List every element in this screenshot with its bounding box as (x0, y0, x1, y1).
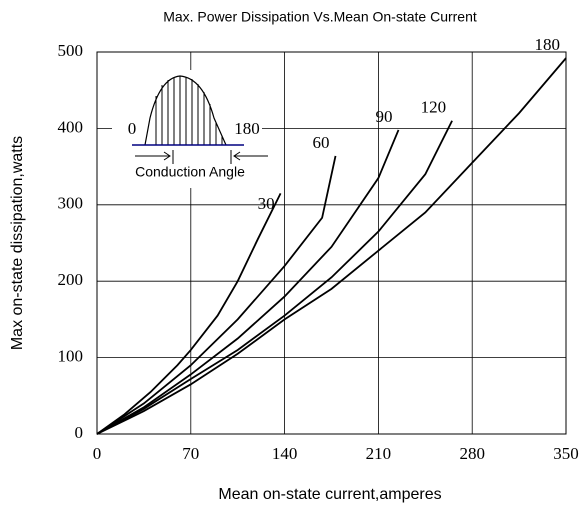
series-line (96, 120, 453, 435)
inset-diagram: 0 180 Conduction Angle (112, 70, 268, 188)
series-line (96, 57, 567, 435)
y-tick-label: 200 (58, 270, 84, 289)
x-axis-label: Mean on-state current,amperes (218, 486, 441, 503)
x-tick-label: 280 (459, 444, 485, 463)
inset-hatching (155, 76, 223, 145)
y-tick-label: 300 (58, 194, 84, 213)
x-tick-label: 350 (553, 444, 579, 463)
series-line (96, 129, 400, 435)
series-label: 60 (313, 133, 330, 152)
y-axis-label: Max on-state dissipation,watts (9, 136, 26, 350)
y-tick-label: 100 (58, 347, 84, 366)
chart-title: Max. Power Dissipation Vs.Mean On-state … (163, 9, 477, 25)
inset-label: 0 (128, 119, 137, 138)
inset-caption: Conduction Angle (135, 164, 245, 180)
inset-label: 180 (234, 119, 260, 138)
inset-arrow (135, 151, 171, 161)
series-label: 90 (376, 107, 393, 126)
series-label: 180 (535, 35, 561, 54)
inset-arrow (233, 151, 268, 161)
series-line (96, 155, 337, 435)
x-tick-label: 210 (366, 444, 392, 463)
series-line (96, 192, 282, 435)
y-tick-label: 400 (58, 117, 84, 136)
x-tick-label: 70 (182, 444, 199, 463)
series-label: 30 (258, 194, 275, 213)
y-tick-label: 500 (58, 41, 84, 60)
plot-frame (96, 51, 567, 435)
x-tick-label: 0 (93, 444, 102, 463)
y-tick-label: 0 (75, 423, 84, 442)
inset-background (112, 70, 262, 188)
x-tick-label: 140 (272, 444, 298, 463)
series-label: 120 (421, 98, 447, 117)
